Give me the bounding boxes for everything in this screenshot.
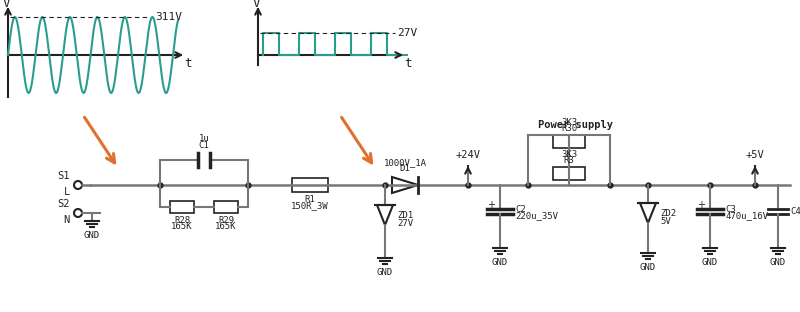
Text: C4: C4 (790, 207, 800, 216)
FancyBboxPatch shape (553, 135, 585, 148)
Text: GND: GND (702, 258, 718, 267)
Text: GND: GND (640, 263, 656, 272)
Text: 1u: 1u (198, 134, 210, 143)
Text: GND: GND (377, 268, 393, 277)
Text: +24V: +24V (455, 150, 481, 160)
Text: D1: D1 (400, 164, 410, 173)
Text: ZD1: ZD1 (397, 211, 413, 220)
Text: 27V: 27V (397, 28, 418, 38)
Text: 165K: 165K (171, 222, 193, 231)
Text: GND: GND (492, 258, 508, 267)
Text: R1: R1 (305, 195, 315, 204)
Text: V: V (252, 0, 260, 10)
Text: 150R_3W: 150R_3W (291, 201, 329, 210)
Polygon shape (377, 205, 393, 225)
Text: +: + (487, 200, 495, 210)
Text: 27V: 27V (397, 218, 413, 227)
Text: t: t (184, 57, 192, 70)
FancyBboxPatch shape (292, 178, 328, 192)
Polygon shape (640, 203, 656, 223)
Text: 165K: 165K (215, 222, 237, 231)
Text: N: N (64, 215, 70, 225)
Text: 5V: 5V (660, 217, 670, 226)
Polygon shape (392, 177, 418, 193)
Text: 220u_35V: 220u_35V (515, 212, 558, 221)
Text: C1: C1 (198, 141, 210, 150)
Text: V: V (2, 0, 10, 10)
Text: 3K3: 3K3 (561, 150, 577, 159)
FancyBboxPatch shape (214, 201, 238, 213)
Text: R28: R28 (174, 216, 190, 225)
Text: C3: C3 (725, 204, 736, 213)
Text: 1000V_1A: 1000V_1A (383, 158, 426, 167)
Text: ZD2: ZD2 (660, 208, 676, 217)
Text: R29: R29 (218, 216, 234, 225)
Text: GND: GND (770, 258, 786, 267)
Text: R30: R30 (561, 124, 577, 133)
FancyBboxPatch shape (170, 201, 194, 213)
Text: C2: C2 (515, 204, 526, 213)
Text: t: t (404, 57, 412, 70)
Text: S2: S2 (58, 199, 70, 209)
Text: 3K3: 3K3 (561, 118, 577, 127)
Text: 470u_16V: 470u_16V (725, 212, 768, 221)
Text: L: L (64, 187, 70, 197)
Text: +5V: +5V (746, 150, 764, 160)
Text: 311V: 311V (155, 12, 182, 22)
Text: R3: R3 (564, 156, 574, 165)
Text: +: + (697, 200, 705, 210)
Text: Power supply: Power supply (538, 120, 613, 130)
Text: S1: S1 (58, 171, 70, 181)
FancyBboxPatch shape (553, 167, 585, 180)
Text: GND: GND (84, 231, 100, 240)
